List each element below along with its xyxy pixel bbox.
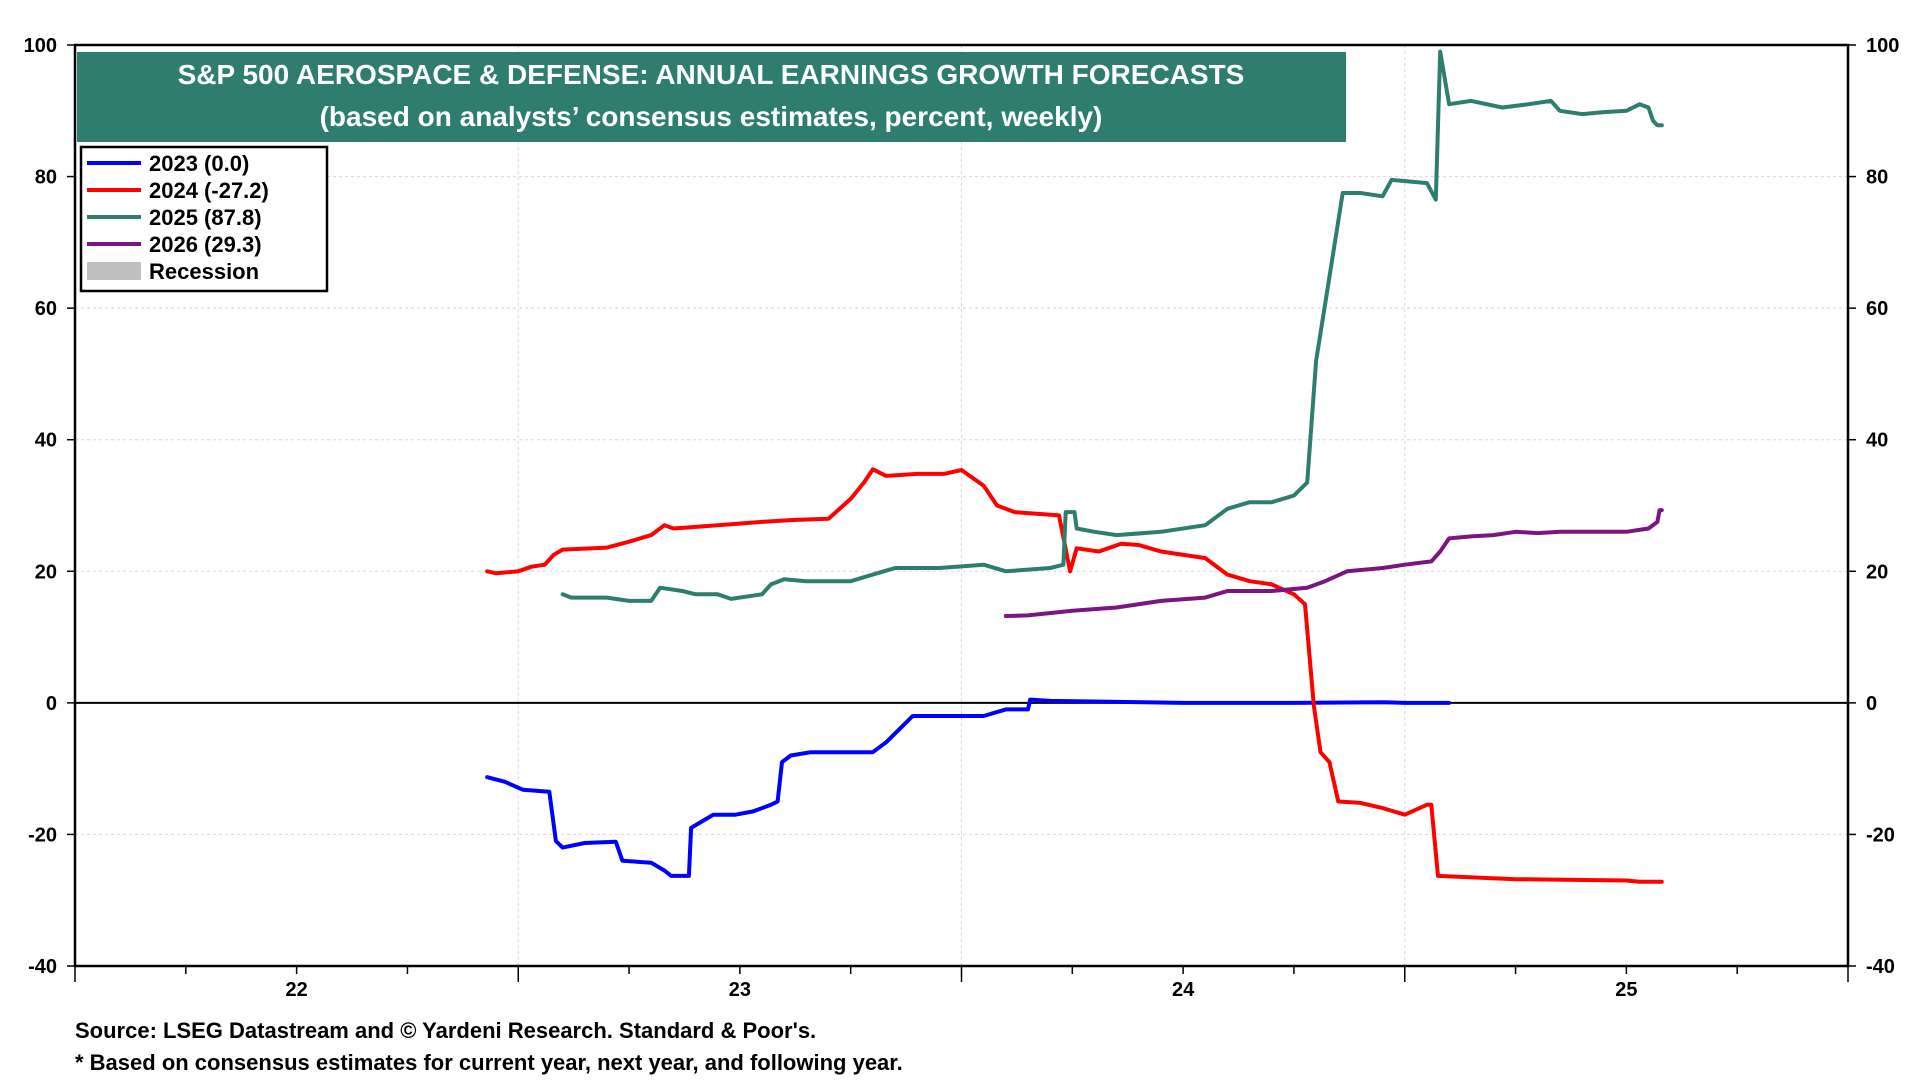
legend-swatch-recession — [87, 262, 141, 280]
legend: 2023 (0.0)2024 (-27.2)2025 (87.8)2026 (2… — [79, 145, 329, 293]
y-tick-label-right: -20 — [1866, 824, 1895, 846]
x-tick-label: 23 — [729, 979, 751, 1000]
chart: -40 -20 0 20 40 60 80 100 -40 -20 0 20 40 60 80 100 22… — [24, 35, 1900, 1000]
x-tick-label: 22 — [286, 979, 308, 1000]
series-line-1 — [485, 467, 1664, 884]
y-tick-label-right: 0 — [1866, 693, 1877, 715]
y-tick-label: 80 — [35, 167, 57, 189]
y-tick-label-right: 20 — [1866, 561, 1888, 583]
x-tick-label: 24 — [1172, 979, 1195, 1000]
gridlines — [74, 45, 1849, 982]
legend-label: 2023 (0.0) — [149, 151, 249, 176]
y-tick-label: 20 — [35, 561, 57, 583]
series-line-0 — [485, 697, 1452, 878]
series-line-2 — [560, 49, 1664, 603]
chart-subtitle: (based on analysts’ consensus estimates,… — [320, 101, 1103, 132]
y-tick-label: 100 — [24, 35, 57, 57]
y-tick-label: 60 — [35, 298, 57, 320]
title-box: S&P 500 AEROSPACE & DEFENSE: ANNUAL EARN… — [77, 52, 1346, 142]
source-note: Source: LSEG Datastream and © Yardeni Re… — [75, 1018, 817, 1043]
y-tick-label: -40 — [28, 956, 57, 978]
series-layer — [485, 49, 1664, 884]
chart-title: S&P 500 AEROSPACE & DEFENSE: ANNUAL EARN… — [178, 59, 1245, 90]
y-tick-label-right: 80 — [1866, 167, 1888, 189]
y-tick-label-right: -40 — [1866, 956, 1895, 978]
y-tick-label-right: 100 — [1866, 35, 1899, 57]
y-tick-label-right: 60 — [1866, 298, 1888, 320]
y-axis-left: -40 -20 0 20 40 60 80 100 — [24, 35, 75, 978]
series-line-3 — [1003, 508, 1664, 618]
footnote: * Based on consensus estimates for curre… — [75, 1050, 903, 1075]
y-tick-label-right: 40 — [1866, 430, 1888, 452]
y-tick-label: 40 — [35, 430, 57, 452]
y-axis-right: -40 -20 0 20 40 60 80 100 — [1848, 35, 1899, 978]
legend-label: 2026 (29.3) — [149, 232, 262, 257]
x-axis: 22 23 24 25 — [286, 979, 1638, 1000]
plot-frame — [73, 43, 1850, 968]
legend-label: Recession — [149, 259, 259, 284]
x-tick-label: 25 — [1615, 979, 1637, 1000]
y-tick-label: -20 — [28, 824, 57, 846]
legend-label: 2024 (-27.2) — [149, 178, 269, 203]
legend-label: 2025 (87.8) — [149, 205, 262, 230]
title-background — [77, 52, 1346, 142]
y-tick-label: 0 — [46, 693, 57, 715]
